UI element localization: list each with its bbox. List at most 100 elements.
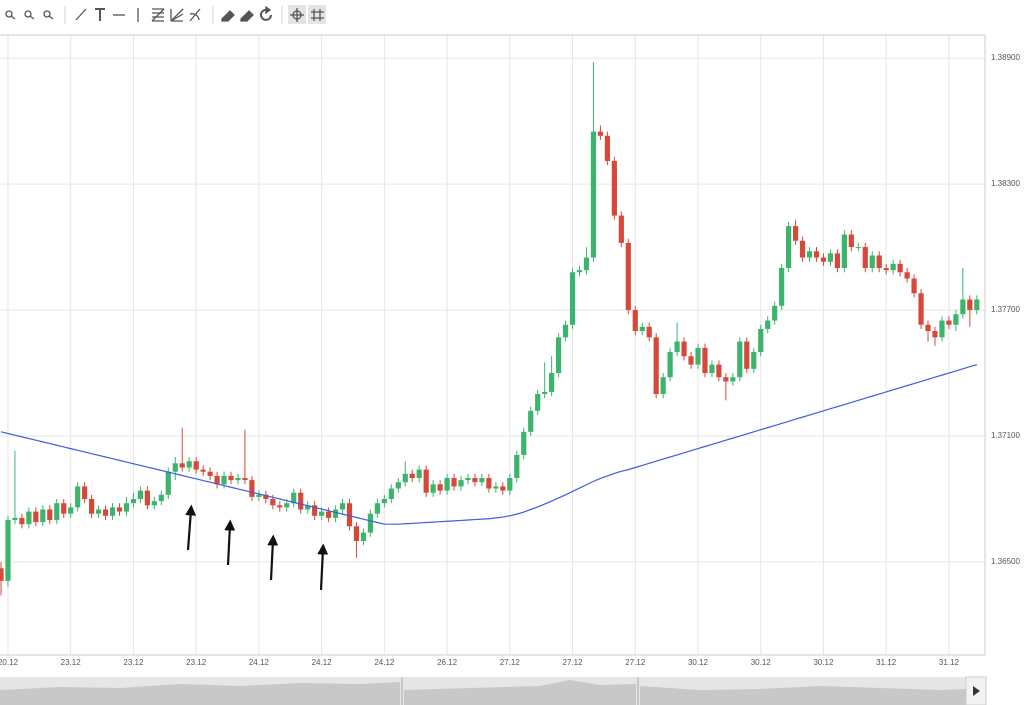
candle-body xyxy=(583,257,590,271)
trend-line-tool[interactable] xyxy=(75,8,87,21)
candle-body xyxy=(249,480,255,497)
candle-body xyxy=(5,519,11,581)
candle-body xyxy=(235,478,241,481)
candle-body xyxy=(758,328,764,353)
zoom-in-button[interactable] xyxy=(5,10,16,20)
eraser-tool[interactable] xyxy=(221,10,235,22)
zoom-reset-button[interactable] xyxy=(43,10,54,20)
candle-body xyxy=(688,356,694,365)
grid-toggle[interactable] xyxy=(308,5,326,24)
candle-body xyxy=(556,337,562,374)
candle-body xyxy=(270,499,276,506)
candle-body xyxy=(974,299,980,311)
toolbar xyxy=(5,5,326,24)
candle-body xyxy=(409,473,415,479)
arrow xyxy=(224,519,236,566)
candle-body xyxy=(263,494,269,500)
candle-body xyxy=(158,494,164,502)
candle-body xyxy=(820,257,827,262)
candle-body xyxy=(26,511,32,525)
candle-body xyxy=(562,324,569,338)
candle-body xyxy=(291,492,297,504)
candle-body xyxy=(458,480,464,487)
candle-body xyxy=(716,364,722,378)
candle-body xyxy=(792,226,799,241)
candle-body xyxy=(611,160,617,216)
candle-body xyxy=(89,499,95,514)
candle-body xyxy=(841,234,847,269)
candle-body xyxy=(312,505,318,516)
x-tick-label: 27.12 xyxy=(563,658,584,667)
candle-body xyxy=(339,503,346,510)
candle-body xyxy=(353,526,360,541)
candle-body xyxy=(207,471,213,476)
candle-body xyxy=(423,469,429,493)
candle-body xyxy=(68,507,74,514)
annotation-arrows xyxy=(185,504,329,591)
candle-body xyxy=(911,278,917,294)
candle-body xyxy=(95,509,102,514)
arc-tool[interactable] xyxy=(189,8,201,22)
candle-body xyxy=(813,251,820,258)
candle-body xyxy=(214,475,220,485)
plot-area xyxy=(0,35,985,655)
candle-body xyxy=(242,478,248,481)
candle-body xyxy=(897,263,903,273)
candle-body xyxy=(221,475,227,485)
candle-body xyxy=(799,240,806,258)
candle-body xyxy=(925,324,931,332)
arrow xyxy=(267,534,279,581)
navigator-series xyxy=(404,680,636,705)
candle-body xyxy=(590,131,597,258)
refresh-button[interactable] xyxy=(260,5,272,21)
candle-body xyxy=(542,391,548,395)
candle-body xyxy=(437,484,443,491)
candle-body xyxy=(465,478,471,481)
candle-body xyxy=(890,263,896,271)
navigator[interactable] xyxy=(0,676,987,705)
candle-body xyxy=(367,513,374,533)
candle-body xyxy=(493,486,499,489)
moving-average-line xyxy=(0,364,977,525)
candle-body xyxy=(772,305,778,321)
candle-body xyxy=(179,463,185,468)
candle-body xyxy=(514,454,520,479)
fan-tool[interactable] xyxy=(170,8,184,22)
candle-body xyxy=(486,478,492,489)
x-tick-label: 24.12 xyxy=(312,658,333,667)
x-tick-label: 31.12 xyxy=(939,658,960,667)
crosshair-toggle[interactable] xyxy=(288,5,306,24)
clear-tool[interactable] xyxy=(240,10,254,22)
y-tick-label: 1.38300 xyxy=(991,179,1020,188)
text-tool[interactable] xyxy=(95,8,105,21)
candle-body xyxy=(827,253,834,262)
candle-body xyxy=(869,255,875,269)
arrow xyxy=(317,543,329,591)
candle-body xyxy=(632,310,638,332)
candle-body xyxy=(939,320,945,338)
candle-body xyxy=(876,255,882,269)
x-tick-label: 27.12 xyxy=(625,658,646,667)
y-tick-label: 1.36500 xyxy=(991,557,1020,566)
fibonacci-tool[interactable] xyxy=(151,8,165,22)
candle-body xyxy=(597,131,604,136)
candle-body xyxy=(549,373,555,392)
candle-body xyxy=(660,377,666,395)
candle-body xyxy=(653,337,659,395)
navigator-series xyxy=(0,682,400,705)
y-tick-label: 1.37700 xyxy=(991,305,1020,314)
candle-body xyxy=(388,488,394,500)
candle-body xyxy=(33,511,39,523)
candle-body xyxy=(277,505,283,508)
x-tick-label: 23.12 xyxy=(123,658,144,667)
candle-body xyxy=(47,509,53,520)
candle-body xyxy=(305,505,311,510)
candle-body xyxy=(395,482,401,489)
x-tick-label: 23.12 xyxy=(186,658,207,667)
candle-body xyxy=(402,473,408,483)
zoom-out-button[interactable] xyxy=(24,10,35,20)
candle-body xyxy=(144,490,150,506)
candle-body xyxy=(416,469,422,479)
candle-body xyxy=(618,215,624,243)
